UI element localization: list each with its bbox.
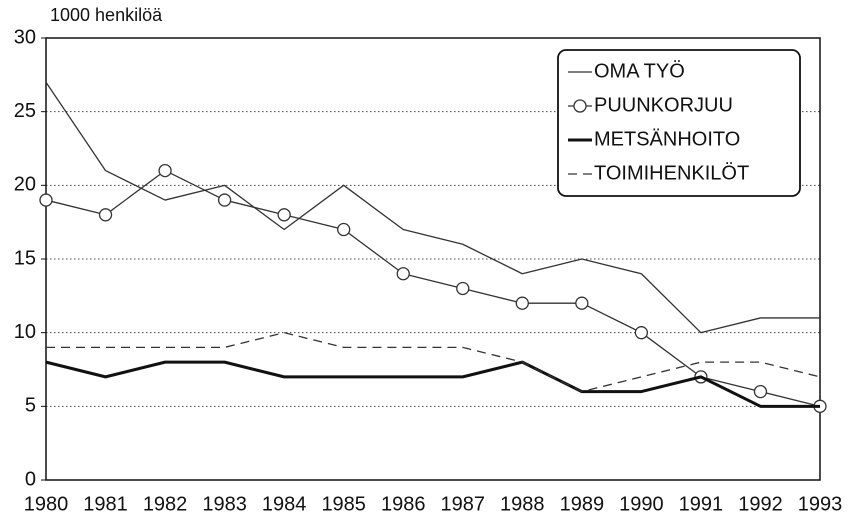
x-tick-label: 1986 [381, 493, 426, 515]
legend-box [557, 49, 801, 197]
series-line [45, 81, 820, 334]
x-tick-label: 1985 [321, 493, 366, 515]
point-marker [39, 193, 53, 207]
y-tick-label: 25 [14, 100, 36, 122]
point-marker [575, 296, 589, 310]
legend-marker [573, 99, 587, 113]
point-marker [515, 296, 529, 310]
x-tick-label: 1991 [679, 493, 724, 515]
point-marker [337, 222, 351, 237]
y-tick-label: 30 [14, 26, 36, 48]
x-tick-label: 1990 [619, 493, 664, 515]
legend-label: OMA TYÖ [594, 60, 685, 82]
y-tick-label: 15 [14, 247, 36, 269]
series-line [45, 360, 820, 408]
series-line [45, 169, 821, 407]
x-tick-label: 1993 [798, 493, 843, 515]
x-tick-label: 1987 [441, 493, 486, 515]
point-marker [753, 384, 768, 399]
x-tick-label: 1983 [202, 493, 247, 515]
series-line [46, 332, 821, 393]
point-marker [98, 208, 113, 222]
point-marker [396, 267, 410, 281]
x-tick-label: 1981 [83, 493, 128, 515]
legend-label: TOIMIHENKILÖT [594, 162, 749, 184]
x-tick-label: 1982 [143, 493, 188, 515]
point-marker [217, 193, 232, 207]
y-tick-label: 10 [14, 321, 36, 343]
x-tick-label: 1980 [24, 493, 69, 515]
y-tick-label: 5 [25, 395, 36, 417]
point-marker [277, 208, 291, 222]
x-tick-label: 1992 [738, 493, 783, 515]
point-marker [158, 163, 172, 178]
point-marker [634, 326, 649, 340]
plot-frame [45, 37, 821, 481]
x-tick-label: 1989 [560, 493, 605, 515]
y-axis-label: 1000 henkilöä [50, 5, 163, 25]
legend-label: METSÄNHOITO [594, 128, 740, 150]
legend-label: PUUNKORJUU [594, 94, 733, 116]
x-tick-label: 1988 [500, 493, 545, 515]
y-tick-label: 0 [25, 468, 36, 490]
point-marker [456, 281, 470, 296]
y-tick-label: 20 [14, 174, 36, 196]
x-tick-label: 1984 [262, 493, 307, 515]
